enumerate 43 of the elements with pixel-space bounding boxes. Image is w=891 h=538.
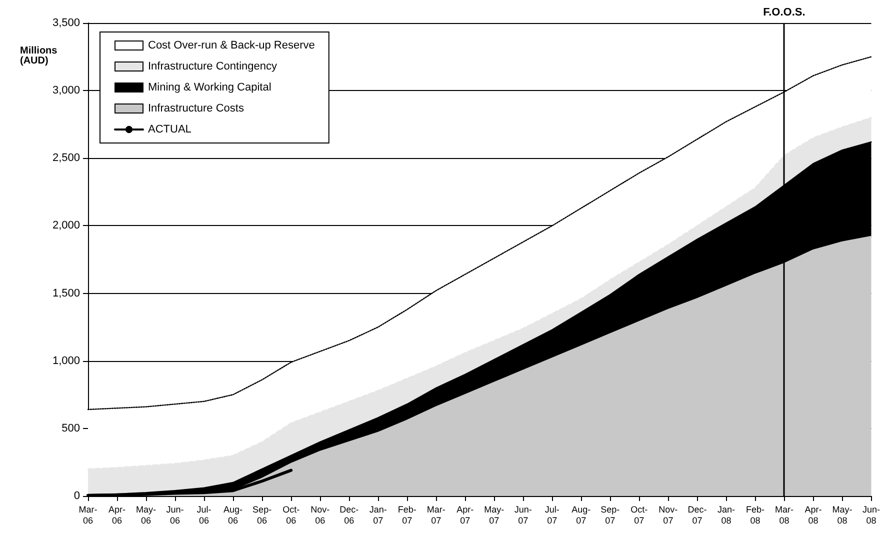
x-tick-label: Apr-07 — [456, 504, 474, 526]
legend-label: Infrastructure Contingency — [148, 60, 278, 72]
x-tick-label: Dec-07 — [688, 504, 707, 526]
x-tick-label: Apr-06 — [108, 504, 126, 526]
y-tick-label: 2,500 — [52, 152, 80, 164]
x-tick-label: Sep-07 — [600, 504, 620, 526]
x-tick-label: Jan-07 — [369, 504, 387, 526]
x-tick-label: Sep-06 — [252, 504, 272, 526]
x-tick-label: Nov-07 — [658, 504, 678, 526]
y-axis-title: Millions (AUD) — [20, 46, 58, 66]
x-tick-label: Mar-06 — [78, 504, 98, 526]
y-tick-label: 2,000 — [52, 220, 80, 232]
y-tick-label: 3,500 — [52, 17, 80, 29]
x-tick-label: Oct-06 — [282, 504, 300, 526]
y-tick-label: 3,000 — [52, 84, 80, 97]
legend-label: Mining & Working Capital — [148, 82, 272, 94]
y-tick-label: 1,000 — [52, 354, 80, 367]
x-tick-label: Oct-07 — [630, 504, 648, 526]
x-tick-label: Jan-08 — [717, 504, 735, 526]
x-tick-label: Feb-07 — [398, 504, 416, 526]
x-tick-label: May-07 — [484, 504, 504, 526]
x-tick-label: Mar-08 — [774, 504, 794, 526]
x-tick-label: Aug-06 — [224, 504, 243, 526]
x-tick-label: Jul-07 — [544, 504, 560, 526]
y-tick-label: 0 — [74, 490, 80, 502]
ref-line-label: F.O.O.S. — [763, 6, 806, 18]
x-tick-label: Jun-07 — [514, 504, 532, 526]
x-tick-label: Nov-06 — [310, 504, 330, 526]
x-tick-label: Mar-07 — [426, 504, 446, 526]
x-tick-label: Feb-08 — [746, 504, 764, 526]
y-tick-label: 1,500 — [52, 287, 80, 300]
x-tick-label: May-06 — [136, 504, 156, 526]
x-tick-label: Jun-08 — [862, 504, 880, 526]
x-tick-label: Jun-06 — [166, 504, 184, 526]
x-tick-label: Jul-06 — [196, 504, 212, 526]
x-tick-label: Dec-06 — [340, 504, 359, 526]
legend-label: Cost Over-run & Back-up Reserve — [148, 40, 315, 52]
legend-label: Infrastructure Costs — [148, 102, 244, 114]
y-tick-label: 500 — [62, 422, 80, 434]
x-tick-label: May-08 — [832, 504, 852, 526]
x-tick-label: Apr-08 — [804, 504, 822, 526]
legend-label: ACTUAL — [148, 124, 192, 136]
x-tick-label: Aug-07 — [572, 504, 591, 526]
